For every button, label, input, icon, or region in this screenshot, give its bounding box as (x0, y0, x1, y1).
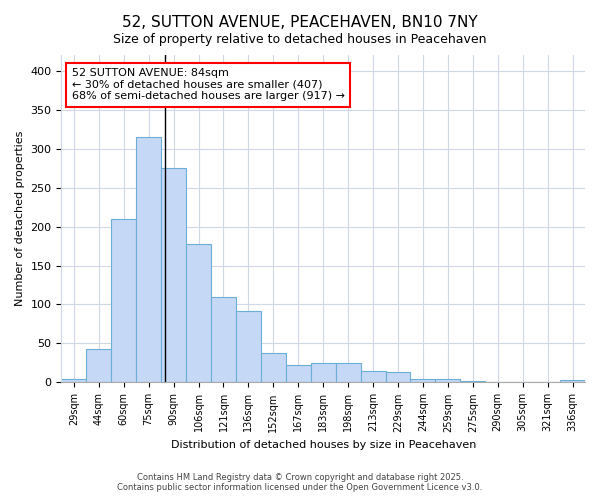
Bar (86, 349, 111, 382)
Text: Size of property relative to detached houses in Peacehaven: Size of property relative to detached ho… (113, 32, 487, 46)
Text: 52, SUTTON AVENUE, PEACEHAVEN, BN10 7NY: 52, SUTTON AVENUE, PEACEHAVEN, BN10 7NY (122, 15, 478, 30)
Text: Contains HM Land Registry data © Crown copyright and database right 2025.
Contai: Contains HM Land Registry data © Crown c… (118, 473, 482, 492)
Bar (161, 168, 186, 382)
Bar (136, 137, 161, 382)
Bar (111, 218, 136, 382)
Bar (311, 363, 335, 382)
Y-axis label: Number of detached properties: Number of detached properties (15, 131, 25, 306)
Text: 52 SUTTON AVENUE: 84sqm
← 30% of detached houses are smaller (407)
68% of semi-d: 52 SUTTON AVENUE: 84sqm ← 30% of detache… (72, 68, 345, 102)
Bar (361, 370, 386, 382)
Bar (286, 366, 311, 382)
Bar (436, 378, 460, 382)
X-axis label: Distribution of detached houses by size in Peacehaven: Distribution of detached houses by size … (170, 440, 476, 450)
Bar (261, 353, 286, 382)
Bar (236, 310, 261, 382)
Bar (186, 244, 211, 382)
Bar (460, 381, 485, 382)
Bar (560, 380, 585, 382)
Bar (211, 296, 236, 382)
Bar (335, 363, 361, 382)
Bar (386, 372, 410, 382)
Bar (410, 378, 436, 382)
Bar (61, 380, 86, 382)
